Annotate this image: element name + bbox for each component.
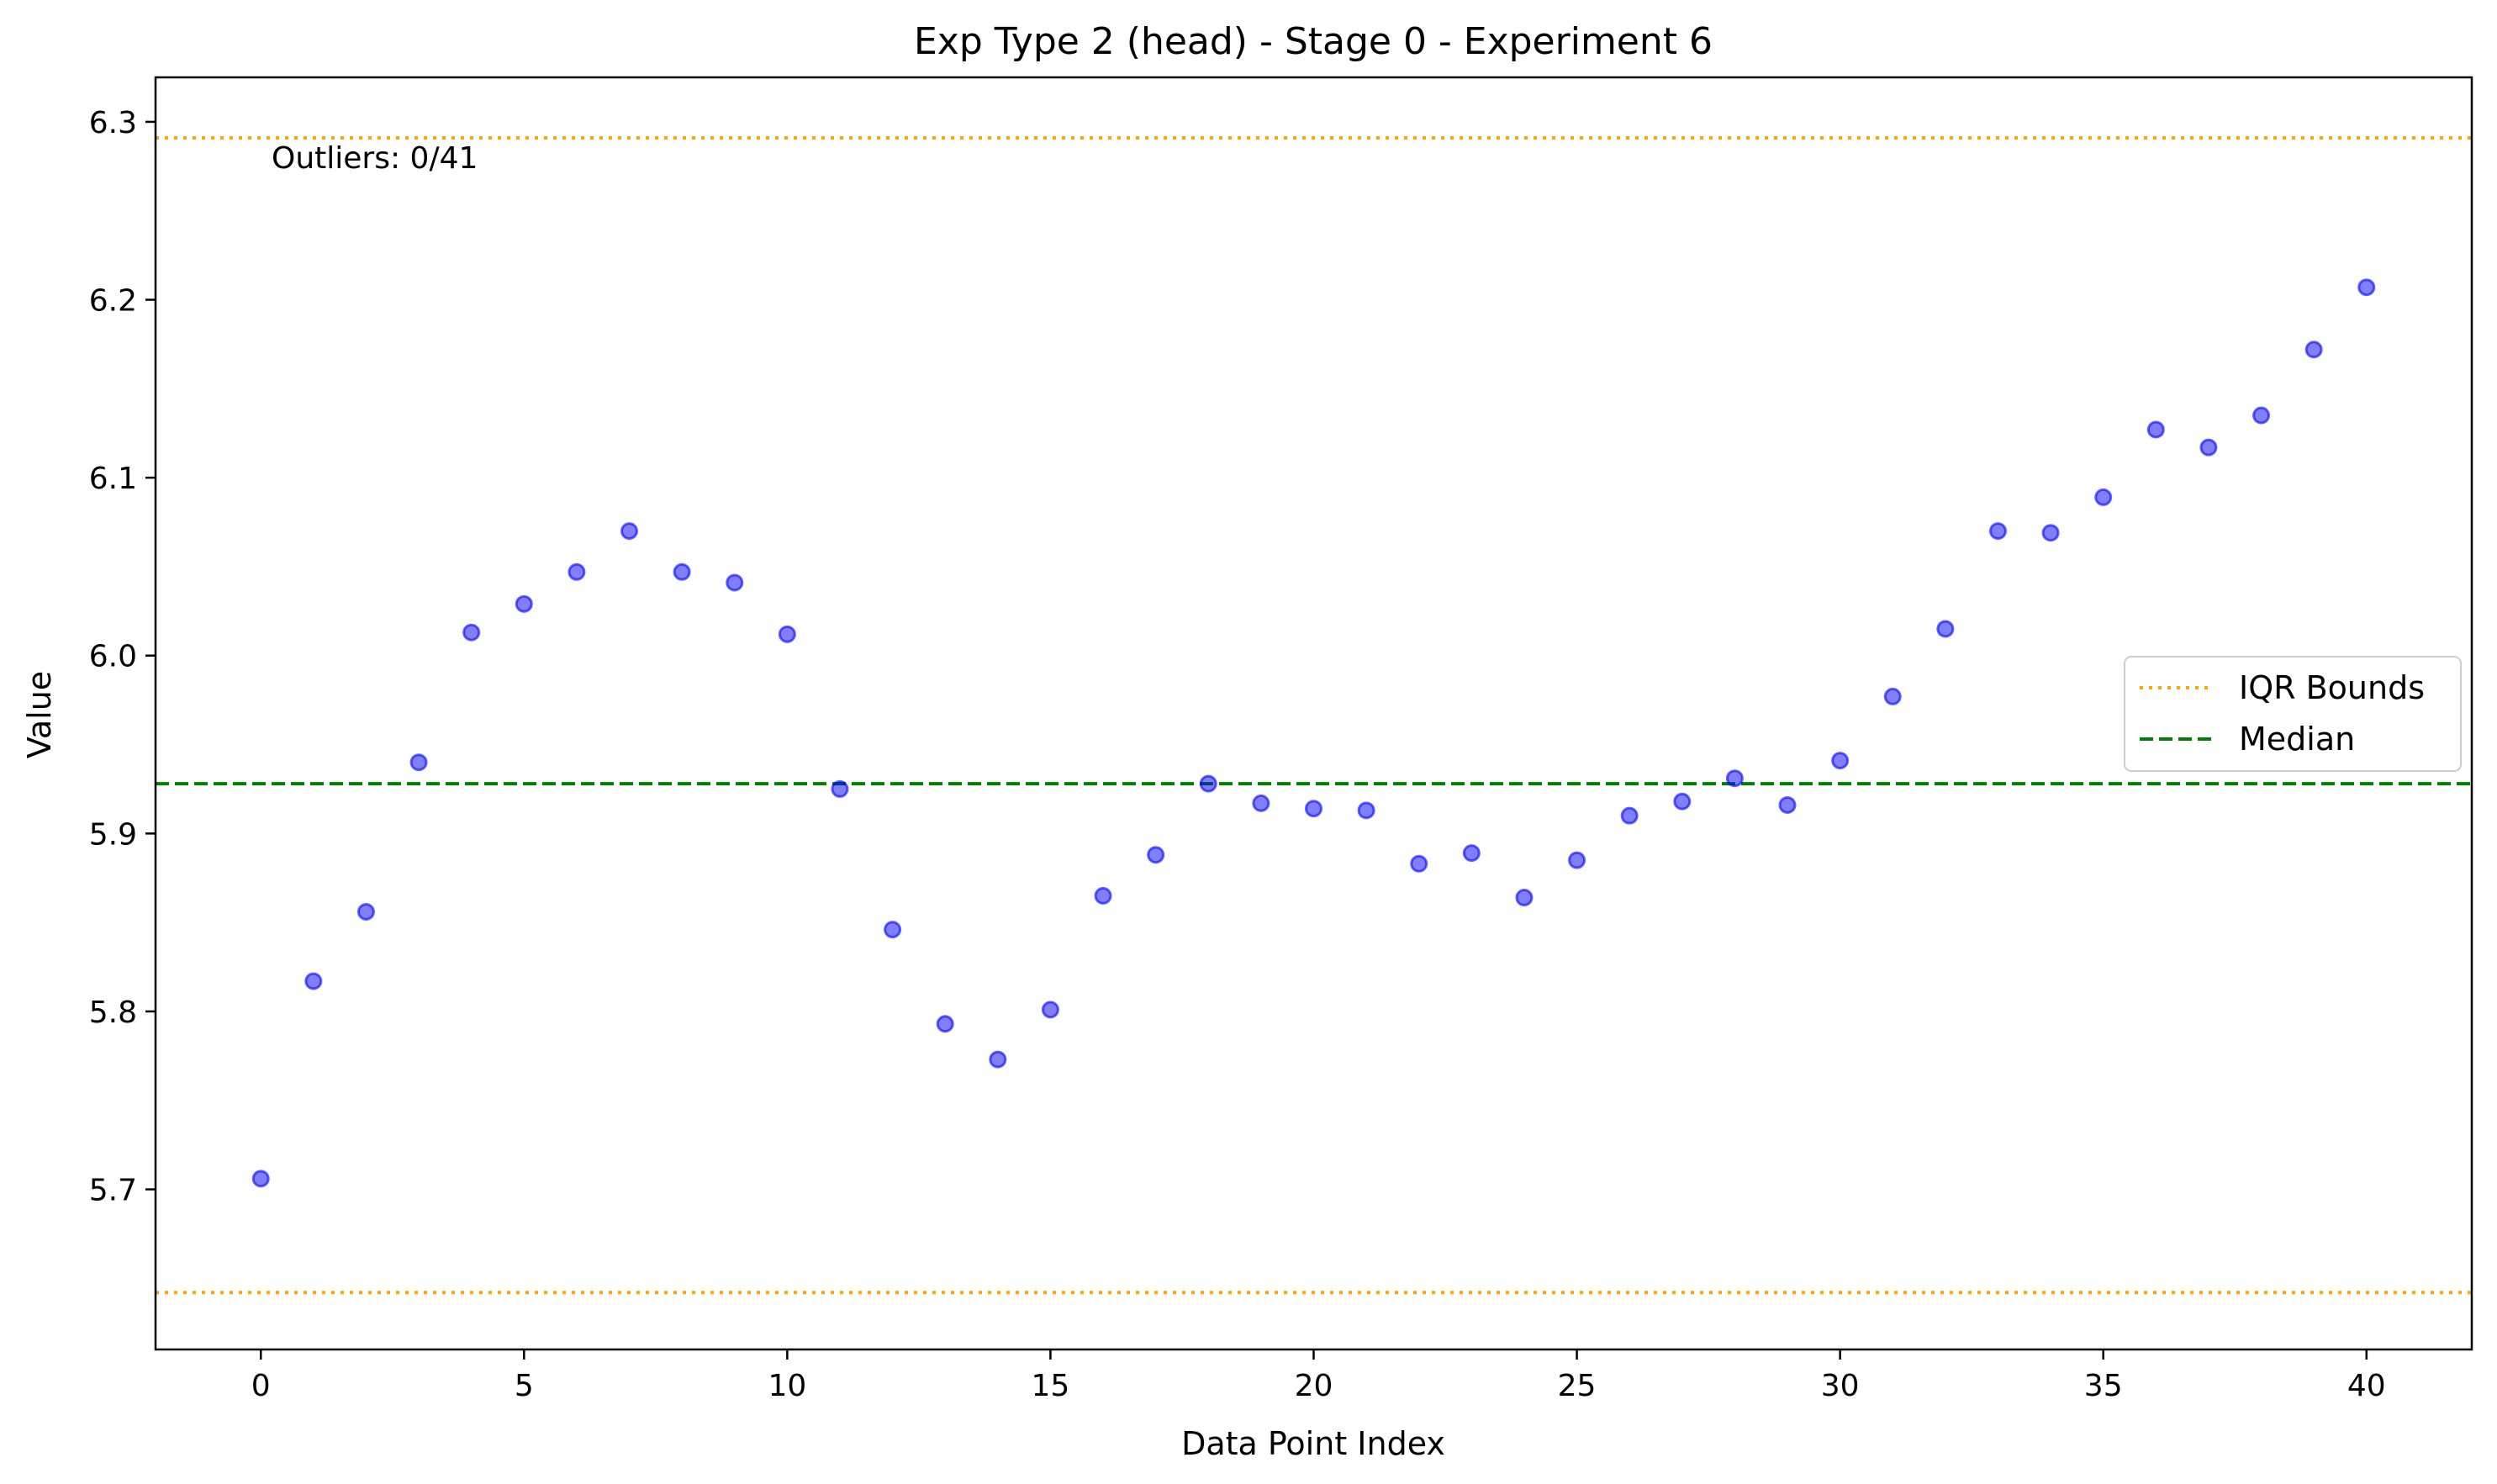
x-tick-label: 10 [768, 1369, 806, 1403]
data-point [2304, 341, 2323, 359]
data-point [620, 522, 639, 541]
data-point [2357, 278, 2376, 297]
data-point [515, 594, 533, 613]
data-point [1778, 795, 1797, 814]
data-point [884, 921, 902, 939]
x-tick-label: 0 [251, 1369, 271, 1403]
data-point [1831, 752, 1850, 770]
data-point [1199, 774, 1217, 793]
axes: 0 5 10 15 20 25 30 35 40 5.7 5.8 5.9 6.0 6.1 6.2 6.3 [89, 76, 2473, 1403]
y-tick-label: 6.1 [89, 462, 137, 496]
x-tick-label: 5 [515, 1369, 534, 1403]
x-axis-label: Data Point Index [1181, 1425, 1445, 1462]
y-tick-label: 6.3 [89, 106, 137, 140]
data-point [1462, 844, 1481, 863]
chart-title: Exp Type 2 (head) - Stage 0 - Experiment… [914, 20, 1713, 63]
x-tick-label: 30 [1821, 1369, 1860, 1403]
data-point [1673, 792, 1692, 811]
data-point [2094, 488, 2113, 506]
y-tick-label: 5.9 [89, 817, 137, 852]
data-point [1305, 800, 1322, 818]
legend-iqr-label: IQR Bounds [2239, 669, 2425, 706]
data-point [304, 972, 323, 990]
data-point [568, 562, 586, 581]
data-point [726, 573, 744, 592]
data-point [1936, 620, 1955, 638]
y-tick-label: 5.8 [89, 995, 137, 1030]
x-tick-label: 20 [1295, 1369, 1333, 1403]
data-point [2199, 438, 2218, 457]
data-point [1252, 794, 1270, 812]
legend-frame [2124, 656, 2462, 772]
x-tick-label: 25 [1558, 1369, 1597, 1403]
data-point [831, 779, 849, 798]
data-point [409, 753, 428, 772]
data-point [1094, 886, 1112, 905]
legend-median-label: Median [2239, 721, 2355, 758]
data-point [1410, 854, 1428, 873]
data-point [1357, 801, 1375, 820]
data-point [989, 1050, 1007, 1069]
plot-area [156, 135, 2472, 1295]
data-point [462, 623, 481, 642]
data-point [936, 1015, 954, 1033]
legend: IQR Bounds Median [2124, 656, 2462, 772]
data-point [673, 562, 691, 581]
x-tick-label: 40 [2347, 1369, 2386, 1403]
data-point [356, 902, 375, 921]
data-point [2252, 406, 2271, 425]
y-tick-label: 6.0 [89, 640, 137, 674]
data-point [2041, 524, 2060, 542]
data-point [251, 1170, 270, 1188]
data-point [1620, 806, 1639, 825]
y-axis-label: Value [21, 671, 58, 758]
y-tick-label: 6.2 [89, 284, 137, 319]
data-point [1883, 687, 1902, 705]
y-tick-label: 5.7 [89, 1174, 137, 1208]
x-tick-label: 35 [2084, 1369, 2123, 1403]
x-tick-label: 15 [1032, 1369, 1070, 1403]
data-points [251, 278, 2376, 1188]
data-point [1147, 846, 1165, 864]
data-point [1988, 522, 2007, 541]
data-point [1725, 769, 1744, 788]
data-point [1515, 889, 1534, 907]
outliers-annotation: Outliers: 0/41 [272, 141, 478, 176]
data-point [1041, 1001, 1059, 1019]
data-point [778, 625, 796, 643]
data-point [1568, 851, 1586, 869]
data-point [2146, 420, 2165, 439]
